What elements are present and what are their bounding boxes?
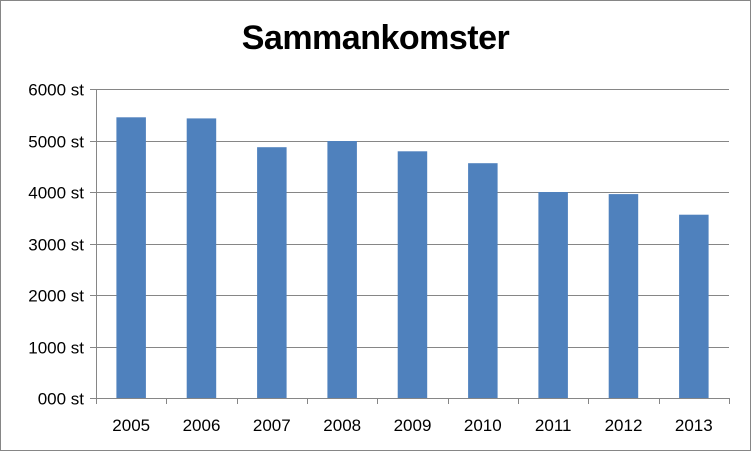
bar-2012 xyxy=(608,194,639,398)
y-tick-label: 5000 st xyxy=(28,133,84,152)
x-tick-label: 2007 xyxy=(253,416,291,435)
bar-2006 xyxy=(186,118,217,399)
x-tick-label: 2005 xyxy=(112,416,150,435)
x-tick-label: 2009 xyxy=(394,416,432,435)
y-tick-label: 2000 st xyxy=(28,287,84,306)
bar-2008 xyxy=(327,141,357,398)
axes xyxy=(90,89,730,404)
x-tick-label: 2011 xyxy=(535,416,572,435)
chart-title: Sammankomster xyxy=(241,19,510,57)
x-tick-label: 2012 xyxy=(605,416,643,435)
bar-2013 xyxy=(679,214,709,398)
y-tick-label: 6000 st xyxy=(28,81,84,100)
x-tick-label: 2006 xyxy=(183,416,221,435)
y-tick-label: 3000 st xyxy=(28,236,84,255)
bar-2011 xyxy=(538,192,568,398)
x-tick-label: 2013 xyxy=(675,416,713,435)
y-tick-label: 1000 st xyxy=(28,339,84,358)
y-tick-label: 4000 st xyxy=(28,184,84,203)
x-tick-labels: 2005 2006 2007 2008 2009 2010 2011 2012 2013 xyxy=(112,416,712,435)
bar-2007 xyxy=(257,147,287,398)
y-tick-label: 000 st xyxy=(38,390,85,409)
bar-2005 xyxy=(116,117,146,399)
bars xyxy=(116,117,709,399)
y-tick-labels: 000 st 1000 st 2000 st 3000 st 4000 st 5000 s… xyxy=(28,81,84,409)
x-tick-label: 2010 xyxy=(464,416,502,435)
x-tick-label: 2008 xyxy=(323,416,361,435)
bar-2010 xyxy=(468,163,498,398)
bar-2009 xyxy=(397,151,428,398)
